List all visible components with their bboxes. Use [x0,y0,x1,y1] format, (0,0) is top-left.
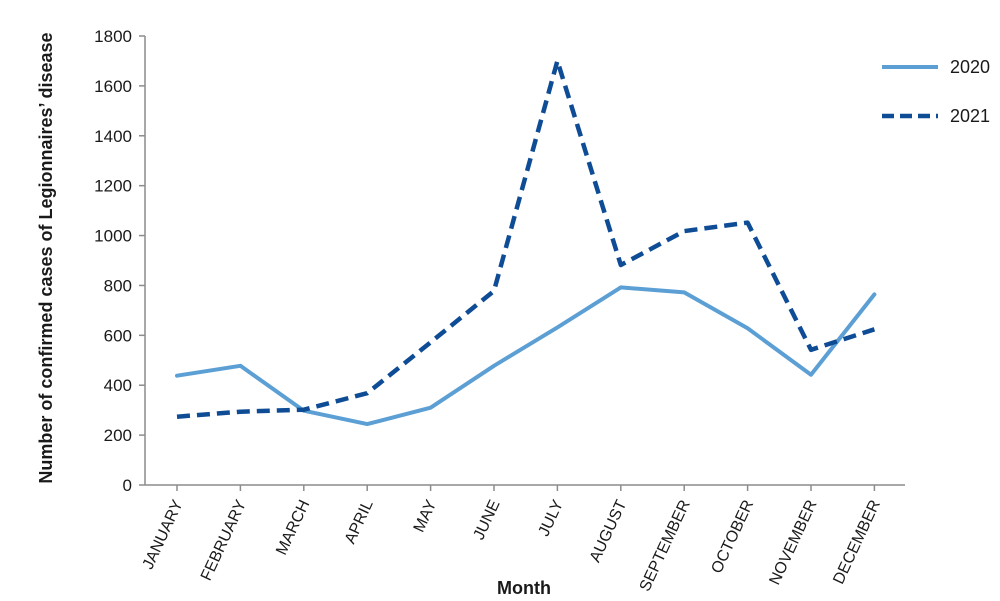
y-tick-label: 1400 [94,127,132,146]
y-tick-label: 200 [104,426,132,445]
series-line-2021 [176,58,876,419]
y-tick-label: 1800 [94,27,132,46]
chart-axes [144,36,905,486]
x-tick-label: APRIL [342,497,377,546]
x-tick-label: MAY [411,497,441,535]
x-tick-label: JANUARY [140,497,187,572]
x-tick-label: AUGUST [587,497,631,565]
x-tick-label: SEPTEMBER [637,498,694,595]
x-tick-label: OCTOBER [709,498,758,577]
y-axis-title: Number of confirmed cases of Legionnaire… [36,32,56,483]
x-tick-label: NOVEMBER [767,498,821,588]
legend-label-2020: 2020 [950,57,990,77]
y-tick-label: 800 [104,276,132,295]
x-tick-label: FEBRUARY [198,497,250,583]
y-axis-ticks: 0 200 400 600 800 1000 1200 1400 1600 1800 [94,27,145,495]
y-tick-label: 1600 [94,77,132,96]
x-axis-title: Month [497,578,551,598]
y-tick-label: 600 [104,326,132,345]
series-lines [175,58,877,427]
y-tick-label: 0 [123,476,132,495]
y-tick-label: 1000 [94,227,132,246]
series-line-2020 [175,285,877,427]
legend-label-2021: 2021 [950,106,990,126]
y-tick-label: 1200 [94,177,132,196]
x-tick-label: JULY [536,497,568,539]
y-tick-label: 400 [104,376,132,395]
legend: 2020 2021 [882,57,990,126]
x-tick-label: MARCH [273,498,313,558]
x-tick-label: JUNE [471,498,504,543]
x-tick-label: DECEMBER [830,498,884,587]
